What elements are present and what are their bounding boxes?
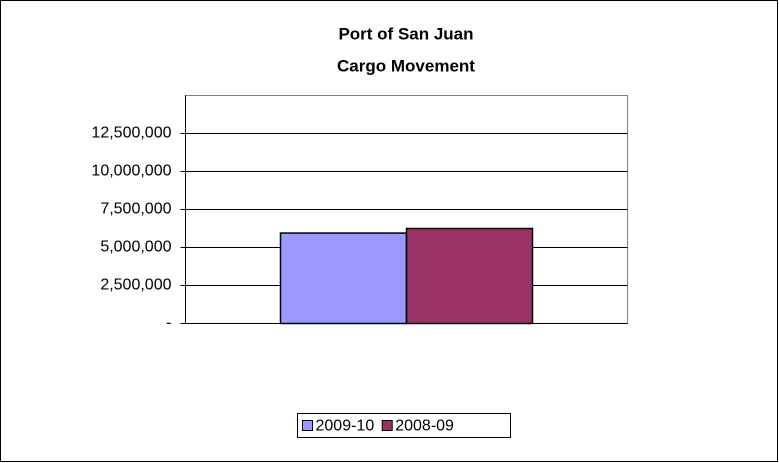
legend [297, 413, 511, 438]
y-tick-label: - [166, 315, 171, 332]
bar [405, 227, 534, 325]
bar [279, 232, 408, 325]
y-tick-label: 5,000,000 [100, 239, 171, 256]
chart-title: Port of San Juan [338, 24, 473, 43]
y-tick-label: 10,000,000 [91, 163, 171, 180]
legend-swatch [381, 420, 393, 431]
legend-label: 2008-09 [395, 418, 454, 435]
chart-title: Cargo Movement [337, 56, 475, 75]
y-tick-label: 12,500,000 [91, 125, 171, 142]
y-tick-label: 7,500,000 [100, 201, 171, 218]
y-tick-label: 2,500,000 [100, 277, 171, 294]
legend-swatch [302, 420, 313, 431]
legend-label: 2009-10 [316, 418, 375, 435]
